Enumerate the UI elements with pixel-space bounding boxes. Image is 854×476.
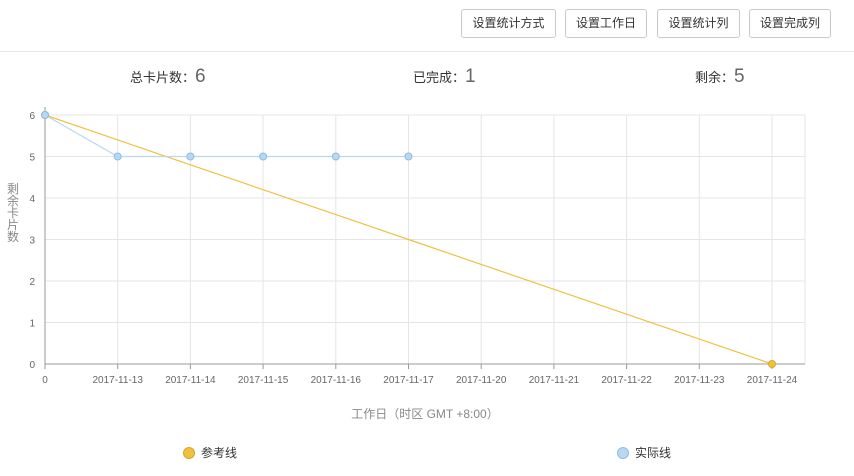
total-cards-label: 总卡片数： (130, 70, 196, 85)
x-tick-label: 2017-11-22 (601, 375, 652, 386)
y-axis-title-char: 片 (7, 218, 19, 232)
y-tick-label: 5 (29, 153, 35, 164)
y-axis-title-char: 剩 (7, 182, 19, 196)
legend-actual-line[interactable]: 实际线 (617, 444, 671, 462)
legend-reference-label: 参考线 (201, 446, 238, 460)
actual-point (331, 152, 340, 161)
x-tick-label: 2017-11-21 (529, 375, 580, 386)
actual-point (186, 152, 195, 161)
done-cards-label: 已完成： (413, 70, 466, 85)
x-tick-label: 2017-11-13 (92, 375, 143, 386)
done-cards-stat: 已完成：1 (413, 66, 476, 94)
axes: 0 1 2 3 4 5 6 0 2017-11-13 2017-11-14 2017-11-15 20… (29, 107, 805, 386)
reference-point (768, 360, 776, 368)
y-axis-title-char: 余 (7, 193, 19, 208)
grid-lines (44, 114, 806, 365)
y-tick-label: 4 (29, 194, 35, 205)
set-workday-button[interactable]: 设置工作日 (565, 9, 647, 38)
actual-line (44, 114, 409, 158)
x-tick-label: 2017-11-14 (165, 375, 216, 386)
total-cards-value: 6 (195, 66, 206, 87)
x-tick-label: 2017-11-15 (238, 375, 289, 386)
x-tick-label: 0 (42, 375, 48, 386)
data-points (41, 111, 776, 368)
set-done-columns-button[interactable]: 设置完成列 (749, 9, 831, 38)
x-tick-label: 2017-11-20 (456, 375, 507, 386)
legend-actual-swatch (617, 446, 629, 459)
y-axis-title: 剩余卡片数 (7, 182, 19, 244)
remaining-cards-label: 剩余： (695, 70, 735, 85)
remaining-cards-value: 5 (734, 66, 745, 87)
x-tick-label: 2017-11-16 (311, 375, 362, 386)
actual-point (259, 152, 268, 161)
y-tick-label: 3 (29, 236, 35, 247)
series-lines (44, 114, 773, 365)
y-tick-label: 1 (29, 319, 35, 330)
x-tick-label: 2017-11-24 (747, 375, 798, 386)
total-cards-stat: 总卡片数：6 (130, 66, 206, 94)
y-tick-label: 0 (29, 360, 35, 371)
legend-reference-line[interactable]: 参考线 (183, 444, 237, 462)
x-tick-label: 2017-11-17 (383, 375, 434, 386)
remaining-cards-stat: 剩余：5 (695, 66, 745, 94)
y-axis-title-char: 数 (7, 229, 19, 244)
legend-actual-label: 实际线 (635, 446, 672, 460)
y-axis-title-char: 卡 (7, 206, 19, 220)
done-cards-value: 1 (465, 66, 476, 87)
actual-point (41, 111, 49, 119)
actual-point (113, 152, 122, 161)
y-tick-label: 6 (29, 111, 35, 122)
actual-point (404, 152, 413, 161)
set-stat-columns-button[interactable]: 设置统计列 (657, 9, 740, 38)
toolbar: 设置统计方式 设置工作日 设置统计列 设置完成列 (0, 0, 854, 52)
x-tick-label: 2017-11-23 (674, 375, 725, 386)
set-stat-method-button[interactable]: 设置统计方式 (461, 9, 556, 38)
legend-reference-swatch (183, 446, 195, 459)
y-tick-label: 2 (29, 277, 35, 288)
x-axis-title: 工作日（时区 GMT +8:00） (351, 407, 498, 421)
